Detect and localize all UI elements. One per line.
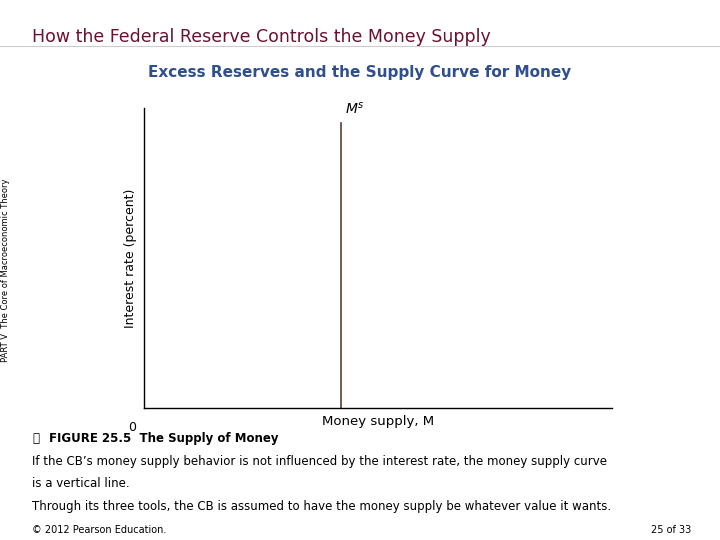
- Text: $M^s$: $M^s$: [346, 101, 365, 117]
- Text: is a vertical line.: is a vertical line.: [32, 477, 130, 490]
- Text: If the CB’s money supply behavior is not influenced by the interest rate, the mo: If the CB’s money supply behavior is not…: [32, 455, 608, 468]
- Text: FIGURE 25.5  The Supply of Money: FIGURE 25.5 The Supply of Money: [49, 432, 279, 445]
- Text: PART V  The Core of Macroeconomic Theory: PART V The Core of Macroeconomic Theory: [1, 178, 10, 362]
- Text: © 2012 Pearson Education.: © 2012 Pearson Education.: [32, 524, 167, 535]
- X-axis label: Money supply, M: Money supply, M: [322, 415, 434, 428]
- Text: 25 of 33: 25 of 33: [651, 524, 691, 535]
- Text: 0: 0: [128, 421, 136, 434]
- Y-axis label: Interest rate (percent): Interest rate (percent): [124, 188, 137, 328]
- Text: Excess Reserves and the Supply Curve for Money: Excess Reserves and the Supply Curve for…: [148, 65, 572, 80]
- Text: Through its three tools, the CB is assumed to have the money supply be whatever : Through its three tools, the CB is assum…: [32, 500, 611, 513]
- Text: How the Federal Reserve Controls the Money Supply: How the Federal Reserve Controls the Mon…: [32, 28, 491, 46]
- Text: Ⓣ: Ⓣ: [32, 432, 40, 445]
